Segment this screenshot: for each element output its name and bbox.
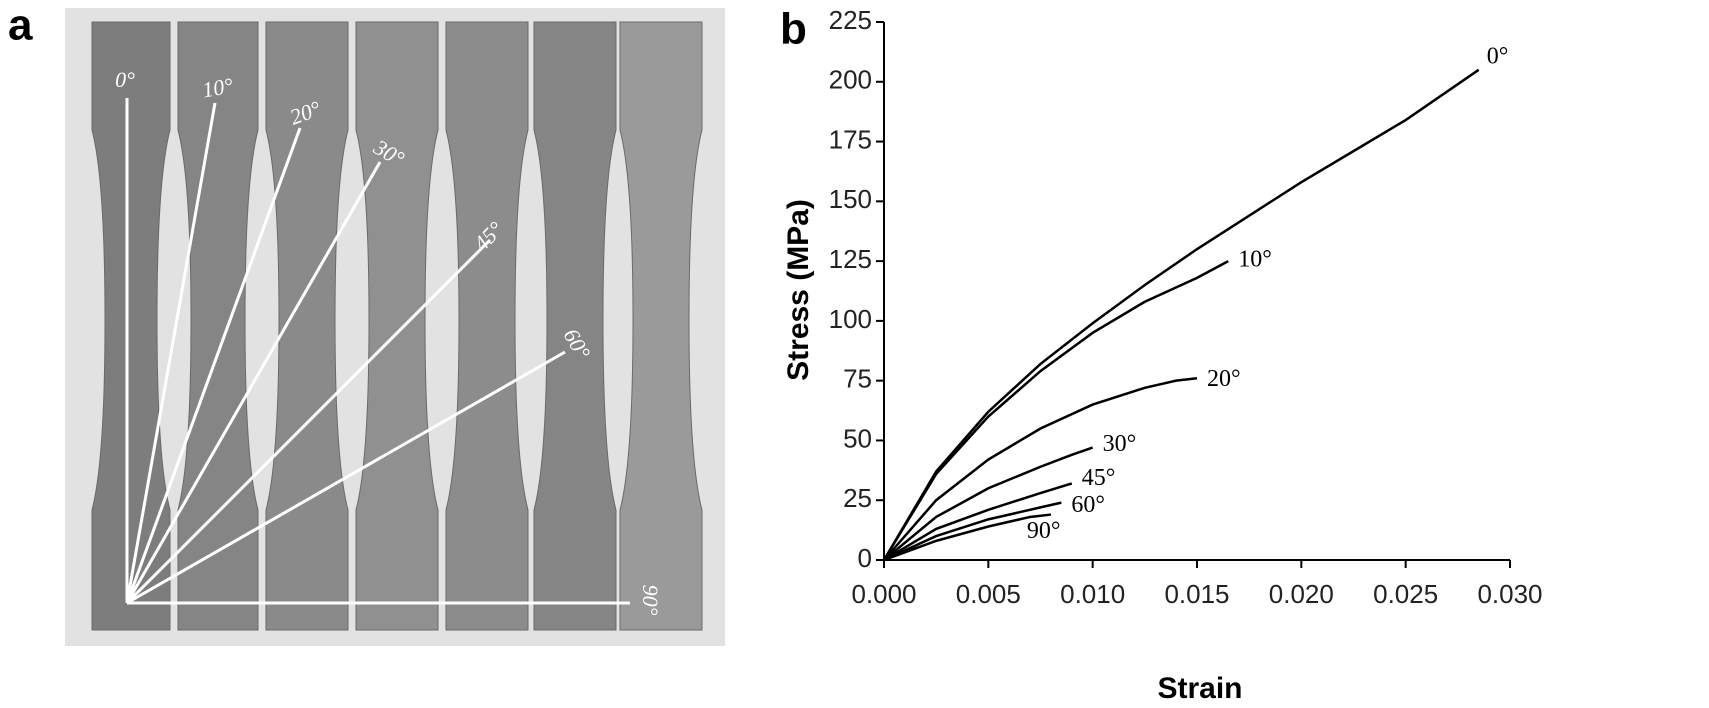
y-tick-label: 25 (843, 483, 872, 513)
specimen (619, 21, 703, 631)
series-line (882, 260, 1229, 561)
y-tick-label: 225 (829, 5, 872, 35)
chart: Strain Stress (MPa) 0 25 50 75 100 125 150 175 2… (782, 5, 1543, 705)
panel-label: a (8, 1, 33, 50)
series-line (882, 68, 1480, 561)
series-label: 30° (1103, 431, 1137, 457)
y-tick-label: 125 (829, 244, 872, 274)
series-label: 90° (1027, 518, 1061, 544)
angle-line (125, 127, 302, 604)
specimen (533, 21, 617, 631)
specimen (445, 21, 529, 631)
specimen (355, 21, 439, 631)
angle-label: 0° (115, 67, 135, 92)
x-tick-label: 0.005 (956, 579, 1021, 609)
y-tick-label: 75 (843, 364, 872, 394)
series-label: 45° (1082, 465, 1116, 491)
series-label: 60° (1071, 492, 1105, 518)
photo: 0° 10°20°30°45°60°90° (65, 8, 725, 646)
x-tick-label: 0.025 (1373, 579, 1438, 609)
series-line (883, 501, 1062, 562)
y-tick-label: 50 (843, 423, 872, 453)
angle-line (126, 350, 566, 605)
y-tick-label: 175 (829, 124, 872, 154)
series-label: 20° (1207, 366, 1241, 392)
series-line (883, 513, 1052, 562)
series-line (883, 377, 1198, 561)
series-line (883, 482, 1073, 562)
series-label: 10° (1238, 247, 1272, 273)
y-tick-label: 100 (829, 304, 872, 334)
x-tick-label: 0.010 (1060, 579, 1125, 609)
x-tick-label: 0.020 (1269, 579, 1334, 609)
y-tick-label: 0 (858, 543, 872, 573)
y-tick-label: 200 (829, 65, 872, 95)
series-label: 0° (1487, 43, 1509, 69)
series-line (883, 446, 1094, 561)
specimen (265, 21, 349, 631)
angle-line (125, 238, 492, 605)
y-tick-label: 150 (829, 184, 872, 214)
x-tick-label: 0.030 (1477, 579, 1542, 609)
y-axis-label: Stress (MPa) (782, 199, 815, 381)
x-tick-label: 0.000 (851, 579, 916, 609)
x-axis-label: Strain (1157, 672, 1242, 705)
panel-label: b (780, 5, 807, 54)
angle-line (125, 102, 217, 604)
angle-line (125, 161, 382, 604)
angle-label: 90° (638, 585, 663, 616)
angle-label: 10° (200, 73, 235, 103)
x-tick-label: 0.015 (1164, 579, 1229, 609)
